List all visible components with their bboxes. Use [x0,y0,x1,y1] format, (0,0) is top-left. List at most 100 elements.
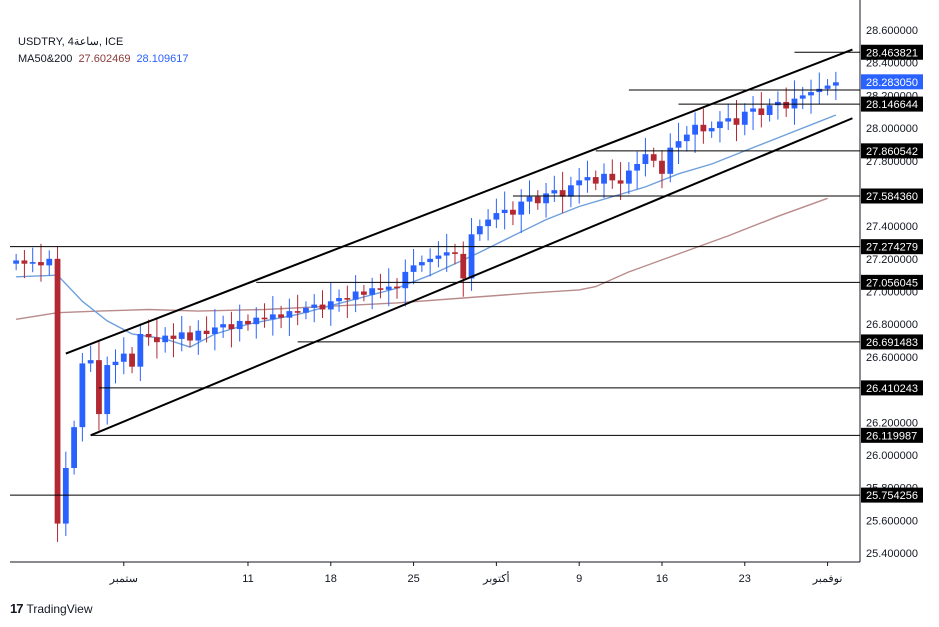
candle-body [576,180,583,186]
candle-body [468,234,475,279]
candle-body [708,128,715,132]
candle-body [427,258,434,263]
level-price-label: 27.056045 [866,277,918,289]
tradingview-brand[interactable]: 17 TradingView [10,601,93,616]
candle-body [377,288,384,290]
x-tick-label: 23 [739,573,751,585]
y-tick-label: 27.400000 [866,221,918,233]
level-price-tag [861,380,923,396]
candle-body [154,337,160,343]
x-tick-label: 9 [576,573,582,585]
candle-body [443,252,450,256]
x-tick-label: أكتوبر [482,571,509,585]
candle-body [625,170,632,184]
candle-body [518,201,525,215]
chart-legend: USDTRY, 4ساعة, ICE MA50&200 27.602469 28.1… [18,34,188,68]
level-price-label: 25.754256 [866,490,918,502]
x-tick-label: نوفمبر [812,573,843,585]
candle-body [394,286,400,289]
candle-body [485,219,491,227]
y-tick-label: 27.200000 [866,254,918,266]
candle-body [559,190,566,197]
candle-body [129,353,135,367]
candle-body [592,177,599,184]
candle-body [303,307,309,313]
level-price-label: 28.146644 [866,99,918,111]
y-tick-label: 26.600000 [866,352,918,364]
x-tick-label: 18 [325,573,337,585]
candle-body [650,154,657,161]
candle-body [692,124,698,135]
level-price-label: 27.860542 [866,146,918,158]
candle-body [717,121,723,129]
level-price-tag [861,44,923,60]
candle-body [162,335,169,343]
level-price-tag [861,188,923,204]
candle-body [71,427,77,469]
candle-body [675,141,682,148]
candle-body [112,361,119,366]
y-tick-label: 26.200000 [866,417,918,429]
candle-body [526,196,533,202]
candle-body [104,365,111,415]
candle-body [418,262,425,266]
candle-body [501,209,508,214]
candle-body [137,333,144,367]
candle-body [410,265,417,272]
candle-body [551,190,558,194]
candle-body [476,226,483,235]
candle-body [261,317,268,320]
candle-body [145,333,152,338]
candle-body [758,108,765,115]
y-tick-label: 26.800000 [866,319,918,331]
symbol-title: USDTRY, 4ساعة, ICE [18,36,124,48]
candle-body [195,330,202,341]
candle-body [750,108,756,112]
candle-body [170,335,177,339]
candle-body [832,82,839,86]
current-price-tag [861,74,923,90]
level-price-label: 26.119987 [866,430,917,442]
candle-body [659,160,665,174]
candle-body [601,173,607,184]
candle-body [741,111,748,125]
level-price-tag [861,274,923,290]
candle-body [62,468,69,524]
candle-body [452,252,458,254]
candle-body [568,185,574,197]
candle-body [245,320,251,325]
y-tick-label: 28.600000 [866,25,918,37]
y-tick-label: 26.000000 [866,450,918,462]
candle-body [211,327,218,334]
candle-body [584,177,591,181]
candle-body [369,288,376,295]
candle-body [253,317,260,325]
candle-body [87,360,94,364]
candle-body [543,193,549,204]
candle-body [236,320,243,330]
level-price-tag [861,239,923,255]
candle-body [294,311,301,313]
ma-label: MA50&200 [18,53,73,65]
candle-body [21,260,28,264]
candle-body [269,314,276,320]
ma-legend-row: MA50&200 27.602469 28.109617 [18,51,188,68]
candle-body [120,353,127,362]
level-price-tag [861,427,923,443]
brand-name: TradingView [26,601,93,616]
x-tick-label: 25 [407,573,419,585]
candle-body [402,271,409,289]
candle-body [203,330,210,334]
candle-body [286,311,293,318]
x-tick-label: 11 [242,573,253,585]
candle-body [766,105,773,115]
y-tick-label: 27.800000 [866,156,918,168]
level-price-tag [861,96,923,112]
candles [13,71,839,542]
candle-body [96,360,102,415]
ma200-value: 28.109617 [136,53,189,65]
candle-body [352,291,359,300]
candle-body [775,101,781,106]
